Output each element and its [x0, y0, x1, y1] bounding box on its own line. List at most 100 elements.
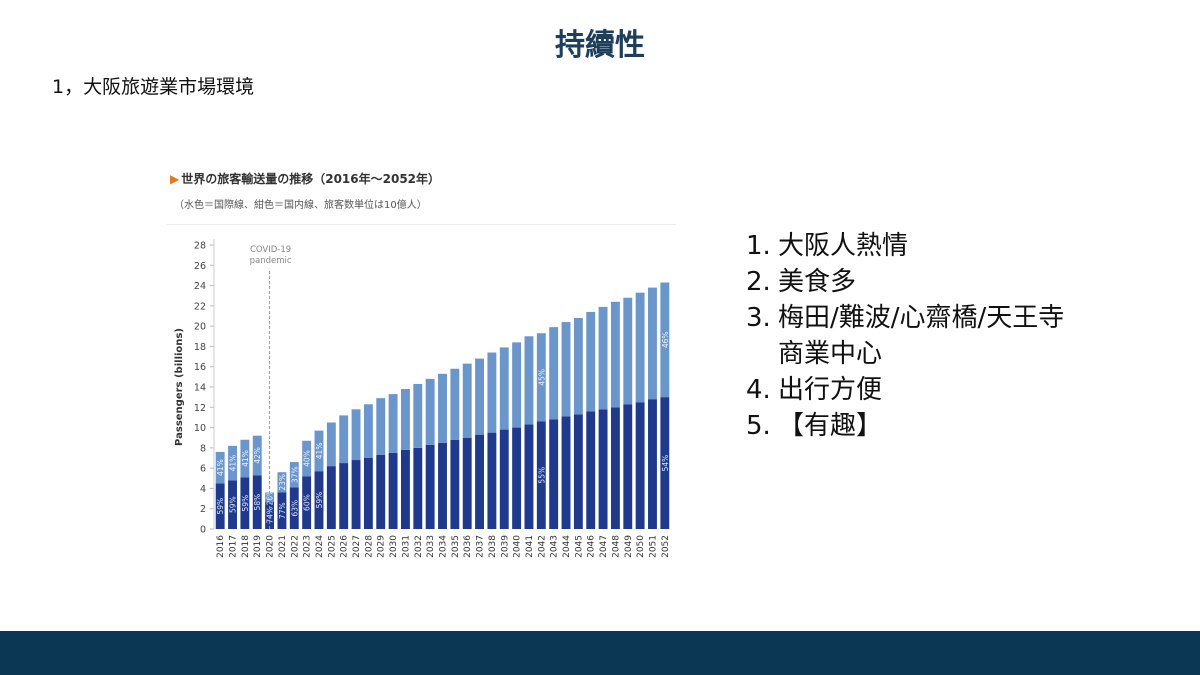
- bar-international: [536, 333, 546, 422]
- bar-international: [487, 352, 497, 433]
- y-tick-label: 24: [194, 281, 206, 292]
- bar-international: [363, 404, 373, 458]
- passenger-chart-panel: ▶ 世界の旅客輸送量の推移（2016年〜2052年） （水色＝国際線、紺色＝国内線…: [166, 166, 676, 571]
- y-tick-label: 28: [194, 241, 206, 252]
- x-tick-label: 2045: [574, 535, 584, 558]
- x-tick-label: 2016: [216, 535, 226, 558]
- bar-domestic: [228, 480, 237, 529]
- x-tick-label: 2019: [253, 535, 263, 558]
- x-tick-label: 2031: [401, 535, 411, 558]
- bar-domestic: [623, 404, 633, 529]
- bar-international: [240, 439, 250, 478]
- bar-international: [475, 358, 485, 435]
- bar-international: [425, 378, 435, 445]
- slide-title: 持續性: [555, 28, 645, 63]
- y-tick-label: 14: [194, 383, 206, 394]
- x-tick-label: 2046: [587, 535, 597, 558]
- data-label-international: 41%: [229, 455, 238, 472]
- y-tick-label: 10: [194, 423, 206, 434]
- x-tick-label: 2035: [451, 535, 461, 558]
- y-tick-label: 16: [194, 362, 206, 373]
- bar-domestic: [302, 476, 312, 529]
- list-number: 4.: [746, 375, 771, 405]
- bar-domestic: [277, 492, 287, 529]
- data-label-international: 37%: [290, 466, 299, 483]
- bar-international: [635, 292, 645, 403]
- bar-international: [499, 347, 509, 430]
- x-tick-label: 2029: [377, 535, 387, 558]
- data-label-domestic: 63%: [290, 500, 299, 517]
- bar-international: [660, 282, 670, 398]
- x-tick-label: 2038: [488, 535, 498, 558]
- bar-domestic: [400, 449, 410, 529]
- bar-domestic: [265, 501, 275, 529]
- x-tick-label: 2042: [537, 535, 547, 558]
- bar-domestic: [252, 475, 262, 529]
- data-label-domestic: 74%: [266, 507, 275, 524]
- bar-international: [450, 368, 460, 440]
- bar-international: [326, 422, 336, 467]
- data-label-domestic: 77%: [278, 502, 287, 519]
- data-label-domestic: 59%: [315, 492, 324, 509]
- chart-header-title: ▶ 世界の旅客輸送量の推移（2016年〜2052年）: [170, 170, 440, 187]
- bar-domestic: [388, 452, 398, 529]
- bar-domestic: [660, 397, 670, 529]
- bar-domestic: [413, 447, 423, 529]
- y-tick-label: 8: [200, 443, 206, 454]
- bar-domestic: [462, 437, 472, 529]
- bar-international: [573, 318, 583, 415]
- bar-domestic: [561, 416, 571, 529]
- x-tick-label: 2021: [278, 535, 288, 558]
- data-label-domestic: 59%: [229, 496, 238, 513]
- x-tick-label: 2026: [340, 535, 350, 558]
- bar-domestic: [450, 439, 460, 529]
- data-label-international: 41%: [216, 459, 225, 476]
- list-item: 1. 大阪人熱情: [746, 228, 1078, 264]
- bar-international: [351, 409, 361, 461]
- bar-international: [648, 287, 657, 400]
- plot-area: 0 2 4 6 8 10 12 14 16 18 20 22 24 26 28 Passengers (bil…: [166, 224, 676, 571]
- x-tick-label: 2051: [648, 535, 658, 558]
- bar-domestic: [475, 434, 485, 529]
- bar-domestic: [326, 466, 336, 529]
- data-label-domestic: 55%: [537, 467, 546, 484]
- bar-international: [610, 301, 620, 408]
- x-tick-label: 2039: [500, 535, 510, 558]
- list-number: 5.: [746, 411, 771, 441]
- bar-international: [598, 306, 608, 410]
- bar-international: [462, 363, 472, 438]
- bar-international: [623, 297, 633, 405]
- data-label-domestic: 59%: [241, 495, 250, 512]
- bar-domestic: [549, 419, 559, 529]
- bar-domestic: [635, 402, 645, 529]
- footer-bar: [0, 631, 1200, 675]
- x-tick-label: 2037: [476, 535, 486, 558]
- bar-domestic: [598, 409, 608, 529]
- bar-international: [376, 398, 386, 455]
- data-label-international: 41%: [241, 450, 250, 467]
- slide-subtitle: 1，大阪旅遊業市場環境: [52, 76, 255, 98]
- bar-international: [512, 342, 522, 428]
- bar-international: [215, 451, 225, 484]
- bar-domestic: [339, 463, 349, 529]
- x-tick-label: 2024: [315, 535, 325, 558]
- data-label-international: 45%: [537, 369, 546, 386]
- orange-triangle-icon: ▶: [170, 172, 180, 186]
- bar-domestic: [610, 407, 620, 529]
- list-item: 4. 出行方便: [746, 372, 1078, 408]
- bar-domestic: [487, 432, 497, 529]
- x-tick-label: 2044: [562, 535, 572, 558]
- bar-international: [586, 311, 596, 412]
- bar-international: [400, 389, 410, 450]
- covid-annotation-line2: pandemic: [250, 256, 292, 266]
- bar-domestic: [499, 429, 509, 529]
- bar-domestic: [425, 444, 435, 529]
- bar-domestic: [351, 460, 361, 529]
- x-tick-label: 2022: [290, 535, 300, 558]
- bar-international: [289, 462, 299, 488]
- bar-international: [302, 440, 312, 477]
- bar-international: [524, 336, 534, 425]
- bar-domestic: [512, 427, 522, 529]
- x-tick-label: 2036: [463, 535, 473, 558]
- list-item: 5. 【有趣】: [746, 408, 1078, 444]
